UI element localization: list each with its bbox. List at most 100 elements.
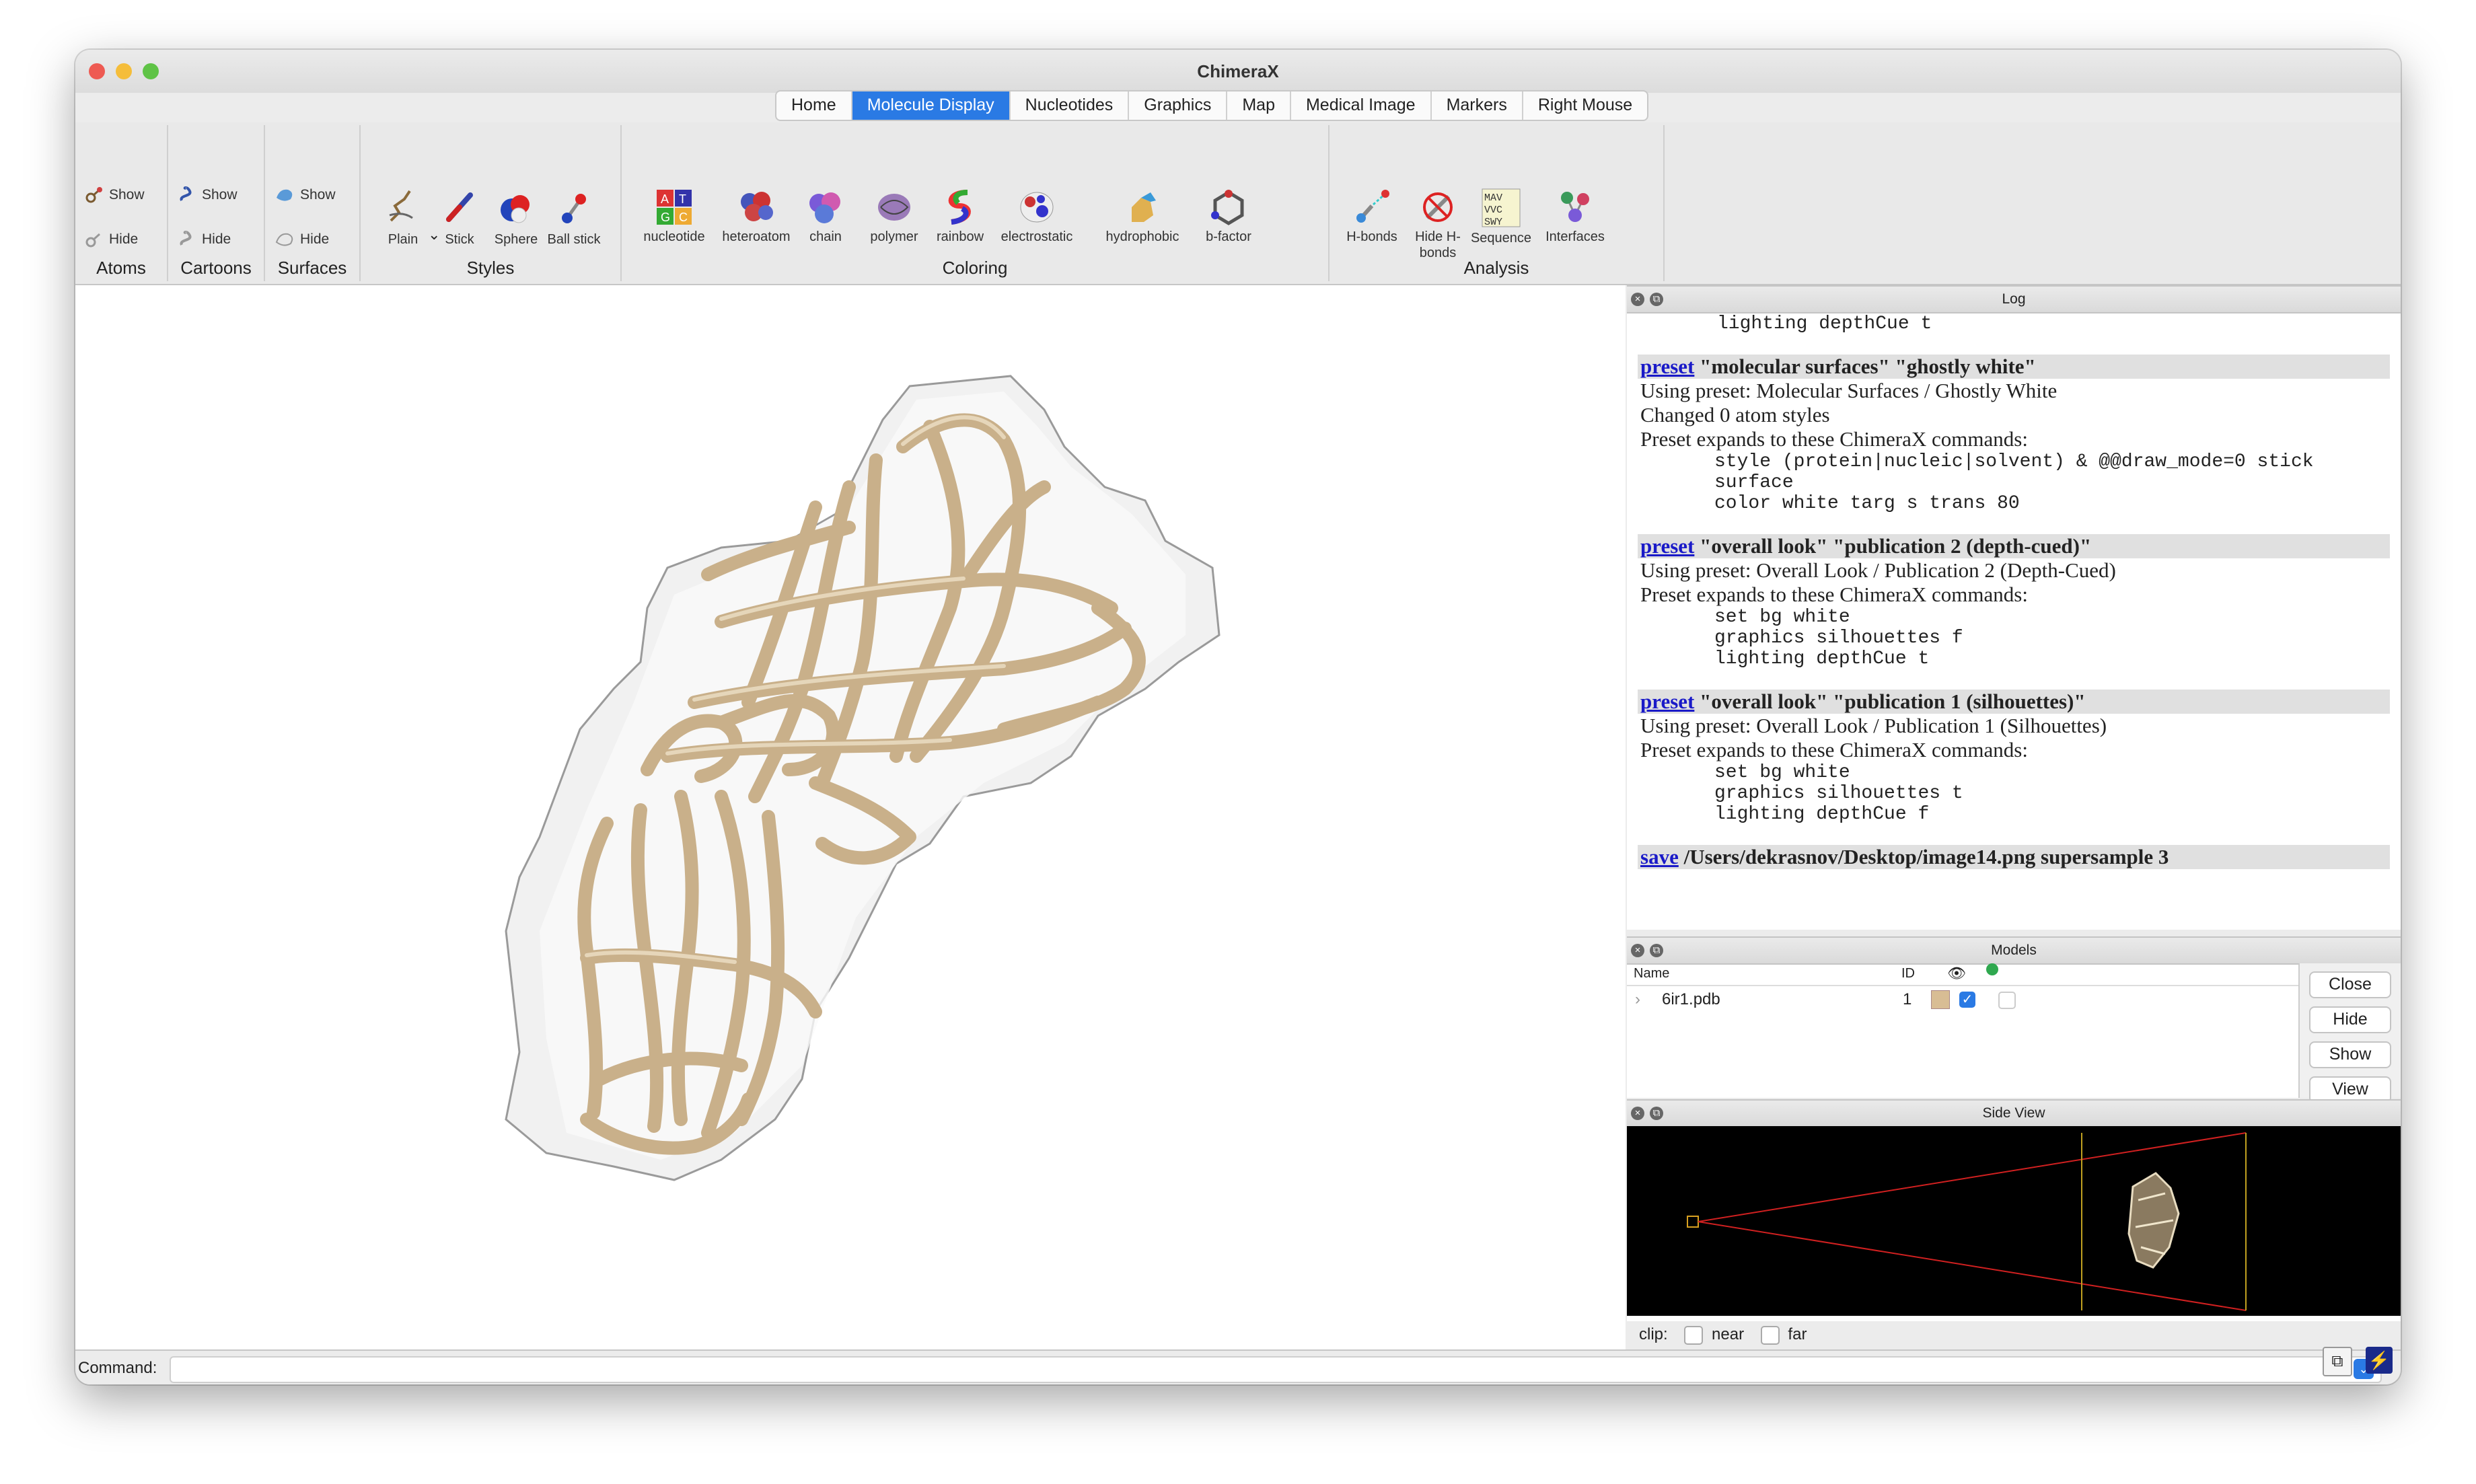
far-clip-checkbox[interactable] <box>1760 1325 1780 1345</box>
tab-right-mouse[interactable]: Right Mouse <box>1537 96 1633 114</box>
atoms-show-icon <box>85 187 102 203</box>
zoom-window-icon[interactable] <box>143 63 159 79</box>
interfaces-button[interactable]: Interfaces <box>1531 188 1619 245</box>
interfaces-icon <box>1561 192 1589 222</box>
command-input[interactable] <box>170 1356 2382 1383</box>
models-title: Models <box>1991 942 2037 958</box>
polymer-icon <box>878 194 910 221</box>
surface-show-icon <box>277 189 293 201</box>
surfaces-group: Show Hide Surfaces <box>265 125 361 281</box>
svg-text:T: T <box>679 192 686 206</box>
show-button[interactable]: Show <box>2309 1041 2391 1068</box>
log-command-link[interactable]: preset <box>1640 355 1695 378</box>
color-polymer-button[interactable]: polymer <box>857 188 931 245</box>
hide-hbonds-button[interactable]: Hide H-bonds <box>1401 188 1475 261</box>
log-command-link[interactable]: save <box>1640 845 1679 868</box>
table-row[interactable]: › 6ir1.pdb 1 ✓ <box>1627 986 2300 1012</box>
cartoons-hide-button[interactable]: Hide <box>178 230 231 249</box>
cartoons-show-button[interactable]: Show <box>178 186 238 205</box>
cartoon-highlight <box>585 415 1006 964</box>
side-view-canvas[interactable] <box>1627 1126 2401 1316</box>
style-plain-button[interactable]: Plain <box>366 188 440 248</box>
models-header: × ⧉ Models <box>1627 936 2401 965</box>
stick-style-icon <box>446 192 473 222</box>
color-nucleotide-button[interactable]: A T G C nucleotide <box>631 188 717 245</box>
close-window-icon[interactable] <box>89 63 105 79</box>
atoms-group: Show Hide Atoms <box>75 125 168 281</box>
cartoons-group: Show Hide Cartoons <box>168 125 265 281</box>
svg-text:VVC: VVC <box>1484 205 1502 216</box>
log-command-line: preset "overall look" "publication 1 (si… <box>1638 690 2390 714</box>
styles-group: Plain ⌄ Stick Sphere Ball stick Styles <box>361 125 622 281</box>
bfactor-icon <box>1211 190 1244 225</box>
window-title: ChimeraX <box>1197 61 1279 81</box>
color-hydrophobic-button[interactable]: hydrophobic <box>1095 188 1190 245</box>
color-electrostatic-button[interactable]: electrostatic <box>986 188 1087 245</box>
log-content[interactable]: lighting depthCue t preset "molecular su… <box>1627 313 2401 930</box>
status-fullscreen-icon[interactable]: ⧉ <box>2323 1347 2352 1376</box>
style-ball-stick-button[interactable]: Ball stick <box>537 188 611 248</box>
style-sphere-button[interactable]: Sphere <box>479 188 553 248</box>
atoms-show-button[interactable]: Show <box>85 186 145 205</box>
clip-label: clip: <box>1639 1325 1668 1343</box>
sequence-button[interactable]: MAV VVC SWY Sequence <box>1464 188 1538 246</box>
cartoon-backbone <box>577 413 1146 1155</box>
side-view-close-icon[interactable]: × <box>1631 1107 1644 1120</box>
command-label: Command: <box>78 1359 157 1377</box>
model-color-swatch[interactable] <box>1931 990 1950 1009</box>
surfaces-hide-button[interactable]: Hide <box>275 230 329 249</box>
style-stick-button[interactable]: Stick <box>423 188 497 248</box>
log-entry: save /Users/dekrasnov/Desktop/image14.pn… <box>1627 845 2401 869</box>
expand-chevron-icon[interactable]: › <box>1635 990 1640 1008</box>
log-entry: preset "overall look" "publication 2 (de… <box>1627 534 2401 669</box>
log-undock-icon[interactable]: ⧉ <box>1650 293 1663 306</box>
column-id[interactable]: ID <box>1901 966 1915 981</box>
hydrophobic-icon <box>1132 192 1156 222</box>
title-bar: ChimeraX <box>75 50 2401 93</box>
hbonds-button[interactable]: H-bonds <box>1335 188 1409 245</box>
color-bfactor-button[interactable]: b-factor <box>1188 188 1269 245</box>
status-activity-icon[interactable]: ⚡ <box>2366 1347 2393 1374</box>
cartoon-hide-icon <box>180 231 192 246</box>
models-table: Name ID 👁 › 6ir1.pdb 1 ✓ <box>1627 963 2300 1097</box>
plain-dropdown-chevron-icon[interactable]: ⌄ <box>428 226 441 243</box>
atoms-hide-button[interactable]: Hide <box>85 230 138 249</box>
cartoon-show-icon <box>180 186 192 201</box>
model-shown-checkbox[interactable]: ✓ <box>1959 992 1975 1008</box>
tab-molecule-display[interactable]: Molecule Display <box>852 91 1011 120</box>
atoms-group-label: Atoms <box>96 258 146 278</box>
log-close-icon[interactable]: × <box>1631 293 1644 306</box>
tab-markers[interactable]: Markers <box>1432 91 1523 120</box>
close-button[interactable]: Close <box>2309 971 2391 998</box>
log-title: Log <box>2002 291 2026 307</box>
models-undock-icon[interactable]: ⧉ <box>1650 944 1663 957</box>
nucleotide-icon: A T G C <box>657 190 692 225</box>
hide-button[interactable]: Hide <box>2309 1006 2391 1033</box>
color-heteroatom-button[interactable]: heteroatom <box>713 188 799 245</box>
chain-icon <box>809 192 840 223</box>
far-label: far <box>1788 1325 1807 1343</box>
model-id: 1 <box>1903 990 1912 1008</box>
log-command-line: preset "overall look" "publication 2 (de… <box>1638 534 2390 558</box>
column-name[interactable]: Name <box>1634 966 1670 981</box>
graphics-viewport[interactable] <box>75 285 1626 1349</box>
minimize-window-icon[interactable] <box>116 63 132 79</box>
color-rainbow-button[interactable]: rainbow <box>923 188 997 245</box>
color-chain-button[interactable]: chain <box>789 188 863 245</box>
tab-home[interactable]: Home <box>776 91 852 120</box>
tab-nucleotides[interactable]: Nucleotides <box>1011 91 1130 120</box>
log-command-link[interactable]: preset <box>1640 690 1695 713</box>
models-close-icon[interactable]: × <box>1631 944 1644 957</box>
command-line-bar: Command: ⌄ <box>75 1349 2401 1384</box>
near-clip-checkbox[interactable] <box>1684 1325 1704 1345</box>
surfaces-show-button[interactable]: Show <box>275 186 336 205</box>
svg-text:MAV: MAV <box>1484 192 1502 204</box>
side-view-undock-icon[interactable]: ⧉ <box>1650 1107 1663 1120</box>
tab-graphics[interactable]: Graphics <box>1129 91 1228 120</box>
log-command-link[interactable]: preset <box>1640 534 1695 558</box>
tab-map[interactable]: Map <box>1227 91 1291 120</box>
heteroatom-icon <box>741 192 773 221</box>
protein-structure-render[interactable] <box>75 285 1626 1349</box>
model-select-checkbox[interactable] <box>1998 992 2016 1009</box>
tab-medical-image[interactable]: Medical Image <box>1291 91 1432 120</box>
